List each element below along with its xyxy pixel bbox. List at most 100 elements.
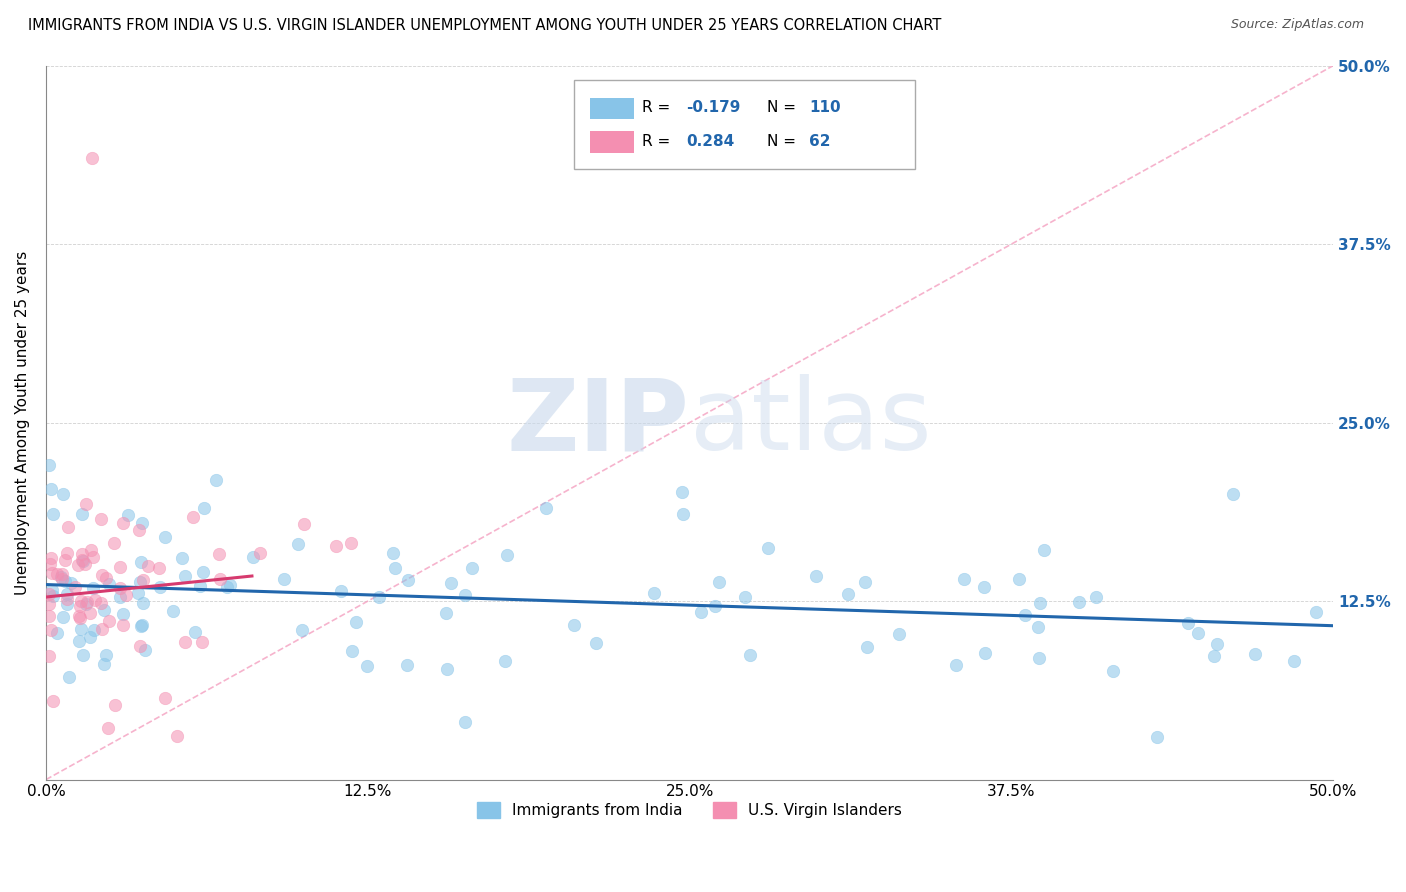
U.S. Virgin Islanders — [80, 543, 103, 558]
U.S. Virgin Islanders — [55, 592, 77, 607]
Text: ZIP: ZIP — [506, 374, 689, 471]
U.S. Virgin Islanders — [111, 516, 134, 530]
Immigrants from India — [287, 536, 309, 550]
Immigrants from India — [704, 599, 727, 613]
U.S. Virgin Islanders — [128, 640, 150, 654]
FancyBboxPatch shape — [574, 80, 915, 169]
Immigrants from India — [738, 648, 761, 662]
Immigrants from India — [39, 482, 62, 496]
U.S. Virgin Islanders — [41, 566, 63, 580]
Immigrants from India — [1205, 637, 1227, 651]
FancyBboxPatch shape — [591, 131, 634, 153]
Immigrants from India — [1282, 654, 1305, 668]
Text: 110: 110 — [810, 100, 841, 115]
U.S. Virgin Islanders — [69, 599, 91, 613]
Text: atlas: atlas — [689, 374, 931, 471]
Immigrants from India — [689, 605, 711, 619]
U.S. Virgin Islanders — [132, 573, 155, 587]
U.S. Virgin Islanders — [111, 618, 134, 632]
U.S. Virgin Islanders — [108, 582, 131, 596]
U.S. Virgin Islanders — [82, 152, 104, 166]
Immigrants from India — [82, 581, 104, 595]
Immigrants from India — [59, 576, 82, 591]
Immigrants from India — [1244, 648, 1267, 662]
U.S. Virgin Islanders — [53, 553, 76, 567]
Immigrants from India — [70, 622, 93, 636]
Immigrants from India — [83, 623, 105, 637]
Immigrants from India — [191, 566, 214, 580]
U.S. Virgin Islanders — [51, 573, 73, 587]
U.S. Virgin Islanders — [39, 624, 62, 638]
Immigrants from India — [117, 508, 139, 522]
Immigrants from India — [440, 575, 463, 590]
Immigrants from India — [205, 473, 228, 487]
Immigrants from India — [672, 508, 695, 522]
Text: IMMIGRANTS FROM INDIA VS U.S. VIRGIN ISLANDER UNEMPLOYMENT AMONG YOUTH UNDER 25 : IMMIGRANTS FROM INDIA VS U.S. VIRGIN ISL… — [28, 18, 942, 33]
Immigrants from India — [945, 658, 967, 673]
Immigrants from India — [1222, 487, 1244, 501]
Immigrants from India — [368, 590, 391, 604]
Immigrants from India — [396, 573, 419, 587]
Text: Source: ZipAtlas.com: Source: ZipAtlas.com — [1230, 18, 1364, 31]
Legend: Immigrants from India, U.S. Virgin Islanders: Immigrants from India, U.S. Virgin Islan… — [470, 794, 910, 825]
Immigrants from India — [974, 646, 997, 660]
Immigrants from India — [384, 561, 406, 575]
U.S. Virgin Islanders — [82, 550, 104, 565]
Immigrants from India — [42, 507, 65, 521]
Text: 0.284: 0.284 — [686, 135, 734, 150]
U.S. Virgin Islanders — [39, 551, 62, 566]
U.S. Virgin Islanders — [207, 547, 229, 561]
Text: N =: N = — [766, 100, 801, 115]
Text: R =: R = — [643, 135, 675, 150]
Immigrants from India — [173, 569, 195, 583]
Immigrants from India — [184, 625, 207, 640]
Immigrants from India — [671, 484, 693, 499]
Immigrants from India — [188, 578, 211, 592]
Immigrants from India — [79, 631, 101, 645]
Immigrants from India — [758, 541, 780, 555]
Immigrants from India — [1305, 605, 1327, 619]
U.S. Virgin Islanders — [153, 690, 176, 705]
U.S. Virgin Islanders — [128, 523, 150, 537]
U.S. Virgin Islanders — [136, 558, 159, 573]
U.S. Virgin Islanders — [325, 539, 347, 553]
U.S. Virgin Islanders — [56, 519, 79, 533]
Immigrants from India — [153, 529, 176, 543]
Immigrants from India — [129, 555, 152, 569]
U.S. Virgin Islanders — [46, 566, 69, 581]
U.S. Virgin Islanders — [340, 536, 363, 550]
U.S. Virgin Islanders — [91, 568, 114, 582]
U.S. Virgin Islanders — [70, 547, 93, 561]
U.S. Virgin Islanders — [181, 509, 204, 524]
Immigrants from India — [131, 516, 153, 530]
U.S. Virgin Islanders — [67, 609, 90, 624]
Immigrants from India — [1101, 664, 1123, 678]
Immigrants from India — [436, 662, 458, 676]
FancyBboxPatch shape — [591, 98, 634, 120]
Immigrants from India — [1084, 590, 1107, 604]
Immigrants from India — [953, 572, 976, 586]
Immigrants from India — [97, 577, 120, 591]
U.S. Virgin Islanders — [83, 593, 105, 607]
U.S. Virgin Islanders — [190, 634, 212, 648]
U.S. Virgin Islanders — [94, 571, 117, 585]
Immigrants from India — [453, 715, 475, 730]
U.S. Virgin Islanders — [69, 611, 91, 625]
Immigrants from India — [134, 642, 156, 657]
U.S. Virgin Islanders — [38, 597, 60, 611]
U.S. Virgin Islanders — [97, 614, 120, 628]
Immigrants from India — [193, 501, 215, 516]
Immigrants from India — [434, 607, 457, 621]
Immigrants from India — [93, 603, 115, 617]
Immigrants from India — [887, 627, 910, 641]
U.S. Virgin Islanders — [166, 729, 188, 743]
Immigrants from India — [129, 574, 152, 589]
Immigrants from India — [55, 587, 77, 601]
U.S. Virgin Islanders — [90, 512, 112, 526]
Immigrants from India — [707, 575, 730, 590]
Immigrants from India — [804, 569, 827, 583]
U.S. Virgin Islanders — [70, 594, 93, 608]
Immigrants from India — [562, 617, 585, 632]
Immigrants from India — [454, 588, 477, 602]
U.S. Virgin Islanders — [63, 581, 86, 595]
